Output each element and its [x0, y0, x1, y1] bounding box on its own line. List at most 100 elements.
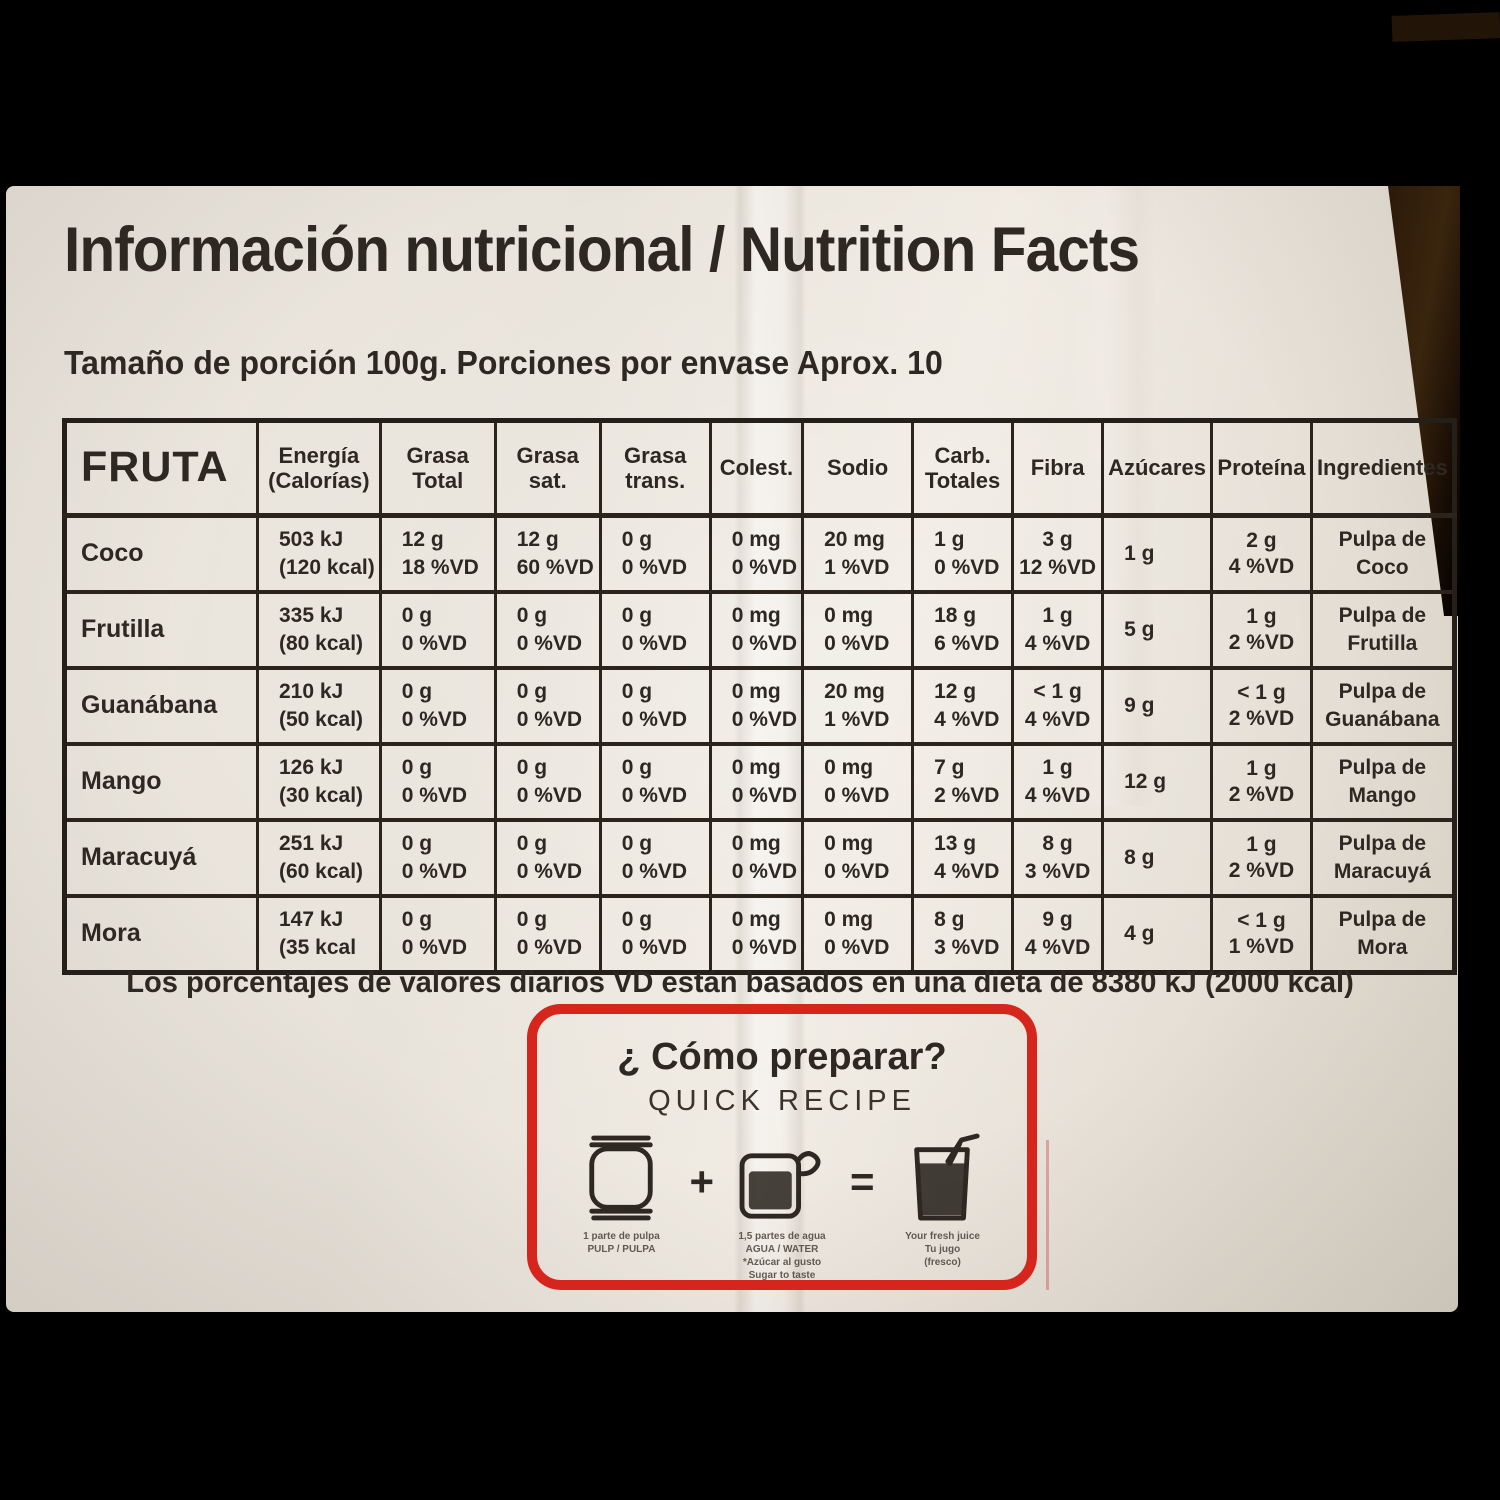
table-cell: 0 mg 0 %VD — [708, 666, 805, 746]
table-cell: 0 mg 0 %VD — [801, 742, 915, 822]
fruit-name-cell: Mora — [63, 894, 259, 975]
pulp-sachet-icon — [582, 1132, 660, 1224]
recipe-caption-line: AGUA / WATER — [745, 1244, 819, 1255]
water-mug-icon — [736, 1132, 828, 1224]
column-header: Grasa sat. — [493, 419, 602, 518]
table-cell: 9 g — [1101, 666, 1213, 746]
column-header: Azúcares — [1101, 419, 1213, 518]
equals-sign: = — [850, 1158, 875, 1205]
table-cell: Pulpa de Mora — [1309, 894, 1456, 975]
column-header: Ingredientes — [1309, 419, 1456, 518]
table-cell: 5 g — [1101, 590, 1213, 670]
table-cell: 0 mg 0 %VD — [801, 818, 915, 898]
table-cell: 335 kJ (80 kcal) — [256, 590, 382, 670]
plus-sign: + — [689, 1158, 714, 1205]
table-cell: 0 mg 0 %VD — [708, 818, 805, 898]
column-header: Grasa trans. — [598, 419, 712, 518]
fruit-name-cell: Mango — [63, 742, 259, 822]
table-cell: 0 mg 0 %VD — [708, 513, 805, 594]
table-cell: 8 g — [1101, 818, 1213, 898]
recipe-step-pulp: 1 parte de pulpa PULP / PULPA — [555, 1132, 687, 1256]
recipe-title: ¿ Cómo preparar? — [617, 1036, 947, 1078]
daily-value-footnote: Los porcentajes de valores diarios VD es… — [126, 966, 1354, 999]
table-cell: 210 kJ (50 kcal) — [256, 666, 382, 746]
column-header: Colest. — [708, 419, 805, 518]
recipe-caption-line: PULP / PULPA — [587, 1244, 656, 1255]
column-header: Proteína — [1209, 419, 1313, 518]
recipe-caption-line: Your fresh juice — [905, 1231, 980, 1242]
table-cell: 126 kJ (30 kcal) — [256, 742, 382, 822]
recipe-caption-line: Tu jugo — [924, 1244, 961, 1255]
table-cell: 4 g — [1101, 894, 1213, 975]
column-header: Sodio — [801, 419, 915, 518]
table-cell: 503 kJ (120 kcal) — [256, 513, 382, 594]
table-cell: 12 g 60 %VD — [493, 513, 602, 594]
table-cell: 12 g — [1101, 742, 1213, 822]
recipe-caption-line: 1 parte de pulpa — [583, 1231, 660, 1242]
recipe-subtitle: QUICK RECIPE — [648, 1085, 916, 1117]
table-cell: Pulpa de Maracuyá — [1309, 818, 1456, 898]
recipe-step-caption: Your fresh juice Tu jugo (fresco) — [905, 1230, 980, 1269]
table-cell: Pulpa de Coco — [1309, 513, 1456, 594]
recipe-caption-line: 1,5 partes de agua — [738, 1231, 826, 1242]
column-header-fruta: FRUTA — [63, 419, 259, 518]
table-cell: 0 mg 0 %VD — [708, 590, 805, 670]
juice-glass-icon — [903, 1132, 983, 1224]
page-title: Información nutricional / Nutrition Fact… — [64, 215, 1140, 285]
fruit-name-cell: Frutilla — [63, 590, 259, 670]
serving-size-line: Tamaño de porción 100g. Porciones por en… — [64, 344, 943, 381]
table-cell: 1 g — [1101, 513, 1213, 594]
recipe-step-caption: 1 parte de pulpa PULP / PULPA — [583, 1230, 660, 1256]
table-cell: 147 kJ (35 kcal — [256, 894, 382, 975]
recipe-caption-line: Sugar to taste — [748, 1270, 816, 1281]
table-cell: 12 g 18 %VD — [378, 513, 497, 594]
recipe-step-water: 1,5 partes de agua AGUA / WATER *Azúcar al… — [716, 1132, 848, 1282]
column-header: Grasa Total — [378, 419, 497, 518]
quick-recipe-box: ¿ Cómo preparar? QUICK RECIPE 1 parte de… — [527, 1004, 1037, 1290]
table-cell: 251 kJ (60 kcal) — [256, 818, 382, 898]
recipe-caption-line: *Azúcar al gusto — [742, 1257, 822, 1268]
recipe-step-caption: 1,5 partes de agua AGUA / WATER *Azúcar al… — [738, 1230, 825, 1282]
recipe-steps-row: 1 parte de pulpa PULP / PULPA + 1,5 parte… — [537, 1132, 1027, 1282]
table-cell: 0 mg 0 %VD — [708, 894, 805, 975]
table-cell: 0 mg 0 %VD — [708, 742, 805, 822]
column-header: Energía (Calorías) — [256, 419, 382, 518]
fruit-name-cell: Guanábana — [63, 666, 259, 746]
fruit-name-cell: Maracuyá — [63, 818, 259, 898]
nutrition-table: FRUTA Energía (Calorías) Grasa Total Grasa sat… — [62, 418, 1457, 975]
box-top-edge — [1391, 12, 1500, 42]
red-print-mark — [1046, 1140, 1049, 1290]
table-cell: Pulpa de Guanábana — [1309, 666, 1456, 746]
